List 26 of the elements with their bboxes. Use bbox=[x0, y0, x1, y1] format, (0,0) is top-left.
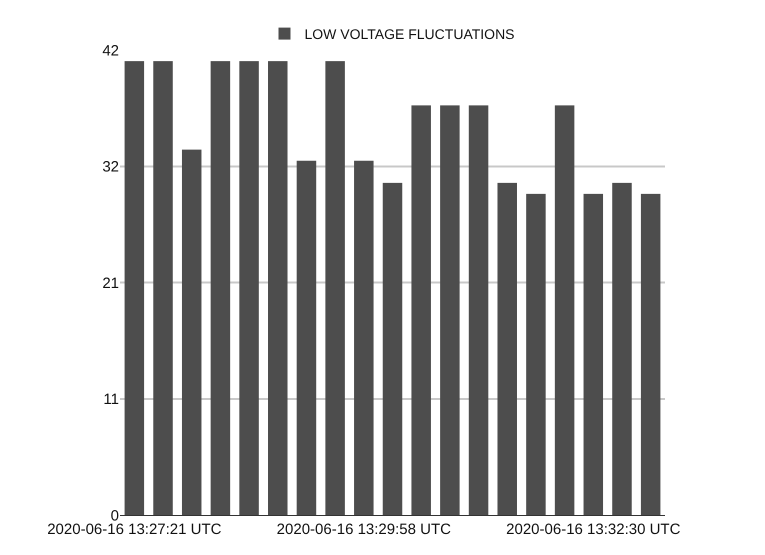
bar bbox=[497, 182, 517, 515]
x-tick-label: 2020-06-16 13:32:30 UTC bbox=[506, 521, 681, 538]
bar bbox=[440, 105, 460, 515]
y-tick-label: 32 bbox=[102, 158, 119, 176]
y-tick-label: 21 bbox=[102, 274, 119, 292]
x-tick-label: 2020-06-16 13:29:58 UTC bbox=[276, 521, 452, 538]
y-tick-label: 42 bbox=[102, 42, 119, 60]
bar bbox=[210, 61, 230, 515]
legend-label: LOW VOLTAGE FLUCTUATIONS bbox=[304, 26, 515, 42]
bar bbox=[153, 61, 173, 515]
bar bbox=[124, 61, 144, 515]
bar bbox=[325, 61, 345, 515]
bar bbox=[411, 105, 431, 515]
bar bbox=[239, 61, 259, 515]
bar bbox=[554, 105, 574, 515]
bar bbox=[382, 182, 402, 515]
bar bbox=[268, 61, 288, 515]
bar bbox=[182, 150, 202, 515]
bar bbox=[468, 105, 488, 515]
y-tick-label: 11 bbox=[103, 391, 119, 408]
bar bbox=[612, 182, 632, 515]
bar bbox=[354, 160, 374, 515]
bar bbox=[584, 194, 604, 515]
bar bbox=[296, 160, 316, 515]
bar bbox=[640, 194, 660, 515]
bar bbox=[526, 194, 546, 515]
